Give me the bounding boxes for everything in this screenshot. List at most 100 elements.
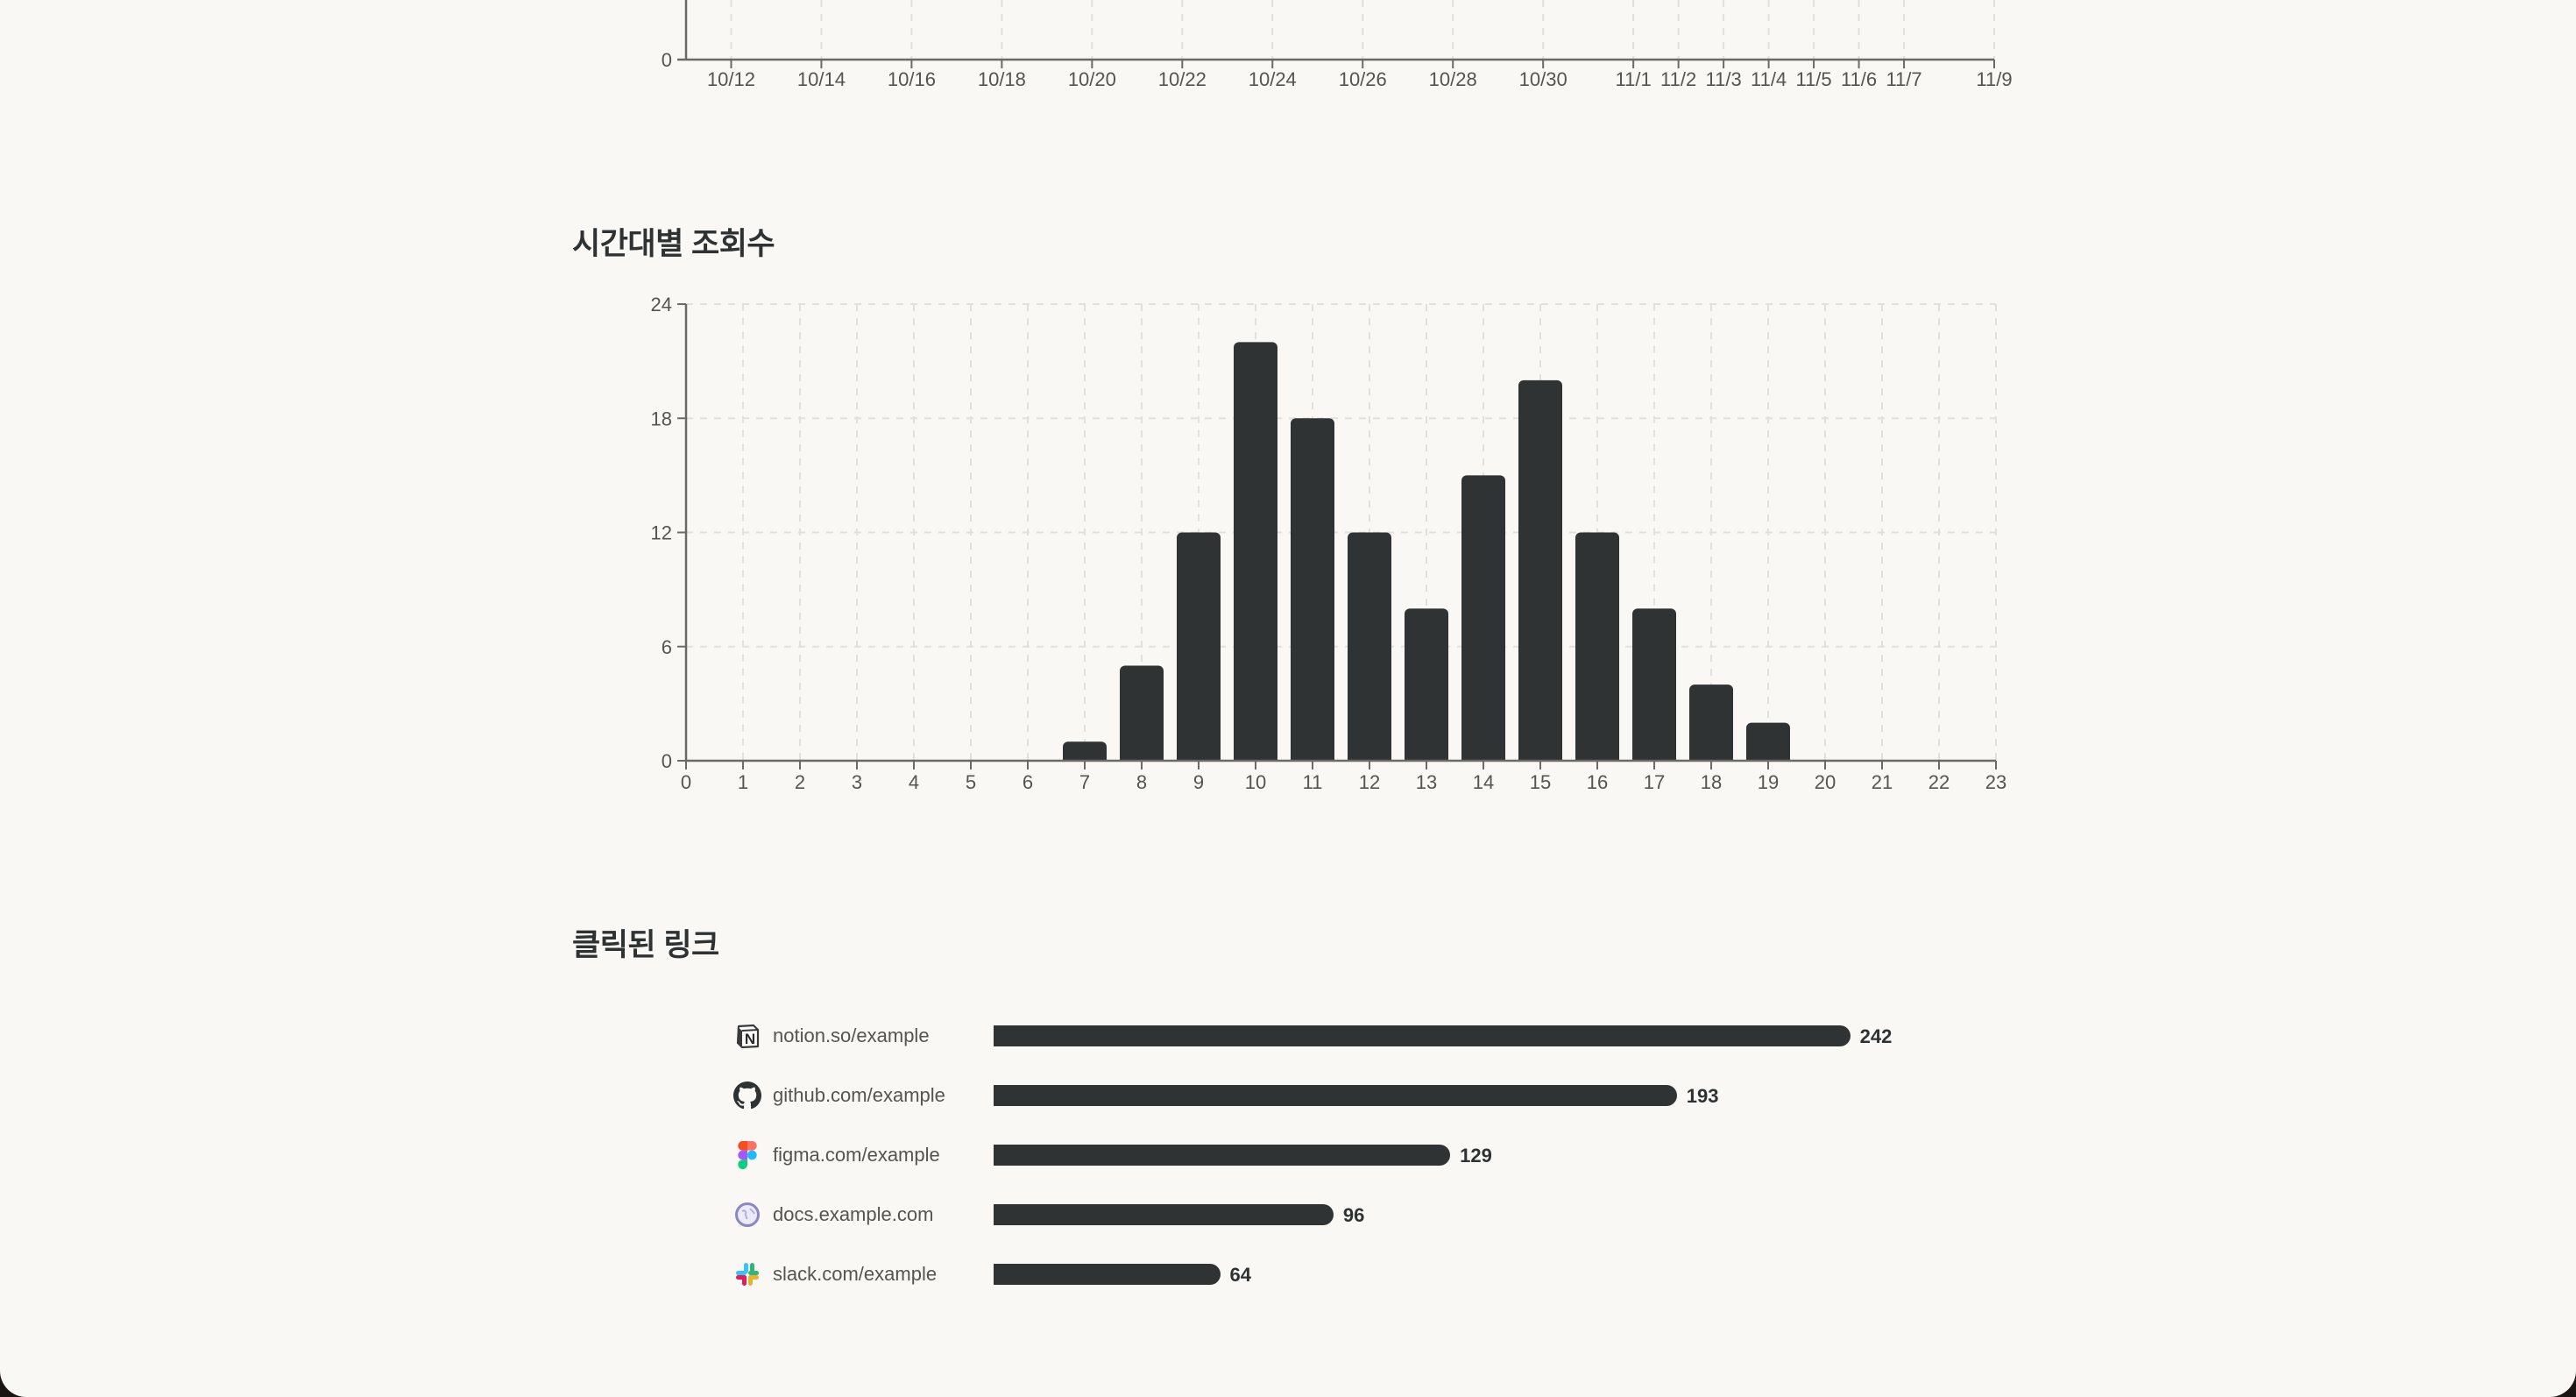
x-tick-label: 2 xyxy=(795,771,805,793)
link-label: github.com/example xyxy=(773,1084,945,1106)
clicked-links-title: 클릭된 링크 xyxy=(572,928,719,962)
bar-base xyxy=(1177,754,1221,762)
x-tick-label: 10/18 xyxy=(978,68,1026,90)
x-tick-label: 8 xyxy=(1136,771,1147,793)
x-tick-label: 11/7 xyxy=(1886,68,1921,90)
x-tick-label: 11/9 xyxy=(1976,68,2012,90)
bar-base xyxy=(1746,754,1790,762)
x-tick-label: 20 xyxy=(1815,771,1836,793)
x-tick-label: 10/22 xyxy=(1158,68,1207,90)
bar-hour-10 xyxy=(1234,342,1277,762)
bar-hour-11 xyxy=(1291,418,1334,762)
x-tick-label: 11 xyxy=(1303,771,1323,793)
bar-hour-16 xyxy=(1575,532,1619,762)
y-tick-label: 0 xyxy=(662,750,672,772)
bar-base xyxy=(1348,754,1391,762)
x-tick-label: 1 xyxy=(738,771,748,793)
x-tick-label: 13 xyxy=(1416,771,1437,793)
link-row-slack[interactable]: slack.com/example xyxy=(732,1257,937,1292)
link-row-notion[interactable]: N notion.so/example xyxy=(732,1018,930,1053)
bar-base xyxy=(1063,754,1107,762)
x-tick-label: 14 xyxy=(1473,771,1494,793)
bar-hour-12 xyxy=(1348,532,1391,762)
link-value: 129 xyxy=(1460,1145,1492,1167)
link-label: slack.com/example xyxy=(773,1263,938,1285)
bar-base xyxy=(1234,754,1277,762)
bar-hour-13 xyxy=(1405,608,1448,762)
x-tick-label: 4 xyxy=(909,771,919,793)
x-tick-label: 10/28 xyxy=(1429,68,1477,90)
link-bar-docs xyxy=(994,1204,1334,1225)
x-tick-label: 10 xyxy=(1245,771,1266,793)
y-tick-label: 0 xyxy=(662,49,672,71)
link-bar-slack xyxy=(994,1264,1221,1285)
figma-icon xyxy=(732,1140,762,1170)
x-tick-label: 10/26 xyxy=(1339,68,1387,90)
bar-hour-14 xyxy=(1461,475,1505,762)
x-tick-label: 10/16 xyxy=(888,68,936,90)
x-tick-label: 3 xyxy=(852,771,862,793)
x-tick-label: 0 xyxy=(681,771,691,793)
bar-hour-18 xyxy=(1689,684,1733,762)
bar-base xyxy=(1632,754,1676,762)
x-tick-label: 10/20 xyxy=(1068,68,1116,90)
y-tick-label: 18 xyxy=(651,408,672,429)
x-tick-label: 11/4 xyxy=(1751,68,1787,90)
link-row-figma[interactable]: figma.com/example xyxy=(732,1138,940,1173)
link-label: docs.example.com xyxy=(773,1203,934,1225)
bar-base xyxy=(1518,754,1562,762)
bar-base xyxy=(1405,754,1448,762)
x-tick-label: 9 xyxy=(1193,771,1204,793)
x-tick-label: 11/3 xyxy=(1706,68,1742,90)
x-tick-label: 19 xyxy=(1758,771,1779,793)
bar-hour-15 xyxy=(1518,379,1562,762)
x-tick-label: 10/30 xyxy=(1519,68,1568,90)
notion-icon: N xyxy=(732,1021,762,1051)
x-tick-label: 5 xyxy=(966,771,976,793)
x-tick-label: 12 xyxy=(1359,771,1380,793)
globe-icon xyxy=(732,1200,762,1230)
y-tick-label: 6 xyxy=(662,636,672,658)
x-tick-label: 10/24 xyxy=(1249,68,1297,90)
hourly-views-title: 시간대별 조회수 xyxy=(572,227,775,261)
daily-views-chart: 10/12 10/14 10/16 10/18 10/20 10/22 10/24 10/26… xyxy=(662,0,2013,90)
link-value: 242 xyxy=(1859,1025,1893,1047)
link-value: 64 xyxy=(1229,1264,1252,1286)
y-tick-label: 12 xyxy=(651,522,672,544)
x-tick-label: 23 xyxy=(1985,771,2006,793)
bar-hour-17 xyxy=(1632,608,1676,762)
x-tick-label: 22 xyxy=(1928,771,1950,793)
x-tick-label: 21 xyxy=(1872,771,1893,793)
y-tick-label: 24 xyxy=(651,294,672,316)
bar-base xyxy=(1689,754,1733,762)
link-row-docs[interactable]: docs.example.com xyxy=(732,1197,933,1232)
link-value: 193 xyxy=(1686,1085,1719,1107)
x-tick-label: 16 xyxy=(1587,771,1608,793)
link-value: 96 xyxy=(1342,1204,1365,1226)
bar-hour-19 xyxy=(1746,722,1790,762)
x-tick-label: 7 xyxy=(1079,771,1090,793)
link-label: figma.com/example xyxy=(773,1144,940,1166)
x-tick-label: 11/5 xyxy=(1795,68,1831,90)
link-bar-figma xyxy=(994,1145,1451,1166)
x-tick-label: 11/6 xyxy=(1841,68,1877,90)
bar-base xyxy=(1291,754,1334,762)
link-label: notion.so/example xyxy=(773,1025,930,1046)
x-tick-label: 10/14 xyxy=(797,68,846,90)
bar-base xyxy=(1120,754,1164,762)
bar-hour-8 xyxy=(1120,665,1164,762)
bar-base xyxy=(1461,754,1505,762)
bar-hour-9 xyxy=(1177,532,1221,762)
github-icon xyxy=(732,1081,762,1110)
x-tick-label: 17 xyxy=(1644,771,1665,793)
x-tick-label: 10/12 xyxy=(707,68,755,90)
link-row-github[interactable]: github.com/example xyxy=(732,1078,945,1113)
slack-icon xyxy=(732,1259,762,1289)
svg-text:N: N xyxy=(745,1031,755,1047)
x-tick-label: 11/1 xyxy=(1616,68,1652,90)
bar-base xyxy=(1575,754,1619,762)
x-tick-label: 11/2 xyxy=(1660,68,1696,90)
x-tick-label: 6 xyxy=(1023,771,1033,793)
